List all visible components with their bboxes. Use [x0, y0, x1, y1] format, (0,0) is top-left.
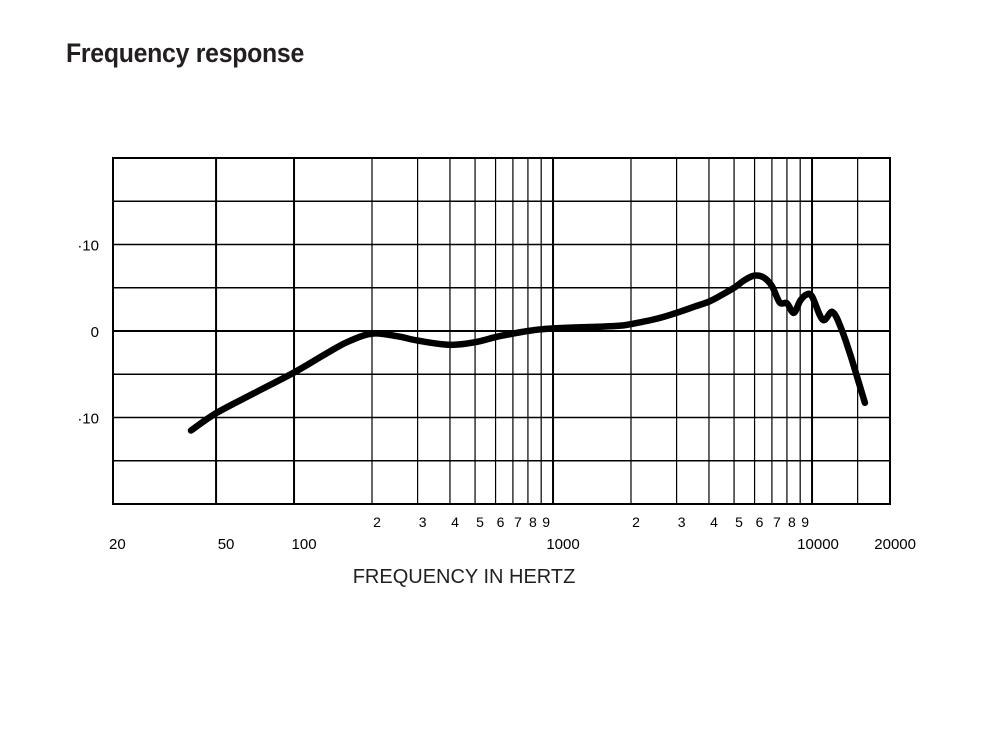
x-tick-label-minor: 4 [451, 514, 459, 530]
x-tick-label-major: 20000 [874, 536, 916, 553]
x-tick-label-minor: 6 [756, 514, 764, 530]
x-tick-label-minor: 2 [632, 514, 640, 530]
x-tick-label-minor: 5 [735, 514, 743, 530]
x-tick-label-minor: 6 [497, 514, 505, 530]
x-tick-labels: 2 3 4 5 6 7 8 9 2 3 4 5 6 7 8 920 50 100 1000 10000 20000 [109, 514, 916, 553]
x-tick-label-minor: 8 [788, 514, 796, 530]
x-tick-label-minor: 8 [529, 514, 537, 530]
grid [113, 158, 890, 504]
x-tick-label-minor: 3 [419, 514, 427, 530]
series-layer [187, 272, 869, 434]
plot-frame [112, 157, 891, 505]
x-tick-label-major: 1000 [546, 536, 579, 553]
x-axis-label: FREQUENCY IN HERTZ [353, 566, 576, 588]
x-tick-label-major: 50 [218, 536, 235, 553]
x-tick-label-major: 10000 [797, 536, 839, 553]
x-tick-label-major: 20 [109, 536, 126, 553]
x-tick-label-minor: 7 [773, 514, 781, 530]
x-tick-label-minor: 2 [373, 514, 381, 530]
y-tick-label: 0 [91, 324, 99, 341]
x-tick-label-minor: 9 [801, 514, 809, 530]
frequency-response-line [187, 272, 869, 434]
page-title: Frequency response [66, 38, 305, 68]
y-tick-label: ·10 [77, 411, 99, 428]
x-tick-label-minor: 3 [678, 514, 686, 530]
x-tick-label-minor: 9 [542, 514, 550, 530]
x-tick-label-minor: 4 [710, 514, 718, 530]
x-tick-label-minor: 5 [476, 514, 484, 530]
x-tick-label-major: 100 [292, 536, 317, 553]
y-tick-label: ·10 [77, 238, 99, 255]
y-tick-labels: ·10 0 ·10 [77, 238, 99, 428]
x-tick-label-minor: 7 [514, 514, 522, 530]
